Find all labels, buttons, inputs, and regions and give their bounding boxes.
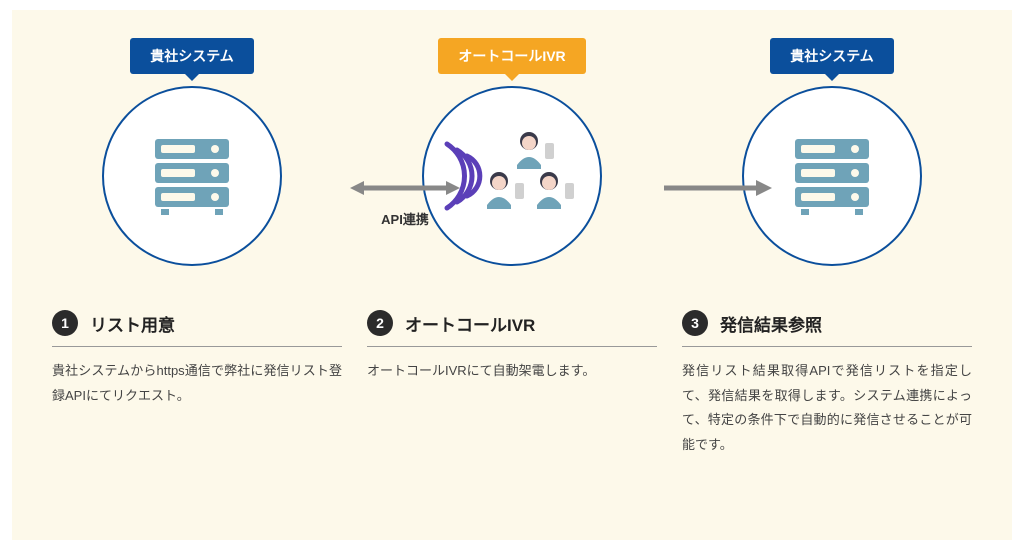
single-arrow-icon [662,178,772,198]
step-2-title: オートコールIVR [405,311,535,336]
step-3: 3 発信結果参照 発信リスト結果取得APIで発信リストを指定して、発信結果を取得… [682,310,972,458]
arrow-1-label: API連携 [350,209,460,228]
step-1-head: 1 リスト用意 [52,310,342,347]
arrow-2 [662,178,772,203]
flow-row: 貴社システム オートコールIVR [52,38,972,288]
circle-2 [422,86,602,266]
step-2-head: 2 オートコールIVR [367,310,657,347]
step-1: 1 リスト用意 貴社システムからhttps通信で弊社に発信リスト登録APIにてリ… [52,310,342,458]
tag-1: 貴社システム [130,38,254,74]
double-arrow-icon [350,178,460,198]
node-1: 貴社システム [52,38,332,266]
step-3-head: 3 発信結果参照 [682,310,972,347]
step-1-num: 1 [52,310,78,336]
node-2: オートコールIVR [372,38,652,266]
step-2-desc: オートコールIVRにて自動架電します。 [367,359,657,384]
step-3-title: 発信結果参照 [720,311,822,336]
server-icon [787,131,877,221]
step-1-desc: 貴社システムからhttps通信で弊社に発信リスト登録APIにてリクエスト。 [52,359,342,408]
step-1-title: リスト用意 [90,311,175,336]
steps-row: 1 リスト用意 貴社システムからhttps通信で弊社に発信リスト登録APIにてリ… [52,310,972,458]
step-2: 2 オートコールIVR オートコールIVRにて自動架電します。 [367,310,657,458]
step-3-desc: 発信リスト結果取得APIで発信リストを指定して、発信結果を取得します。システム連… [682,359,972,458]
tag-3: 貴社システム [770,38,894,74]
circle-1 [102,86,282,266]
diagram-container: 貴社システム オートコールIVR [12,10,1012,540]
tag-2: オートコールIVR [438,38,585,74]
node-3: 貴社システム [692,38,972,266]
step-2-num: 2 [367,310,393,336]
circle-3 [742,86,922,266]
server-icon [147,131,237,221]
step-3-num: 3 [682,310,708,336]
arrow-1: API連携 [350,178,460,228]
